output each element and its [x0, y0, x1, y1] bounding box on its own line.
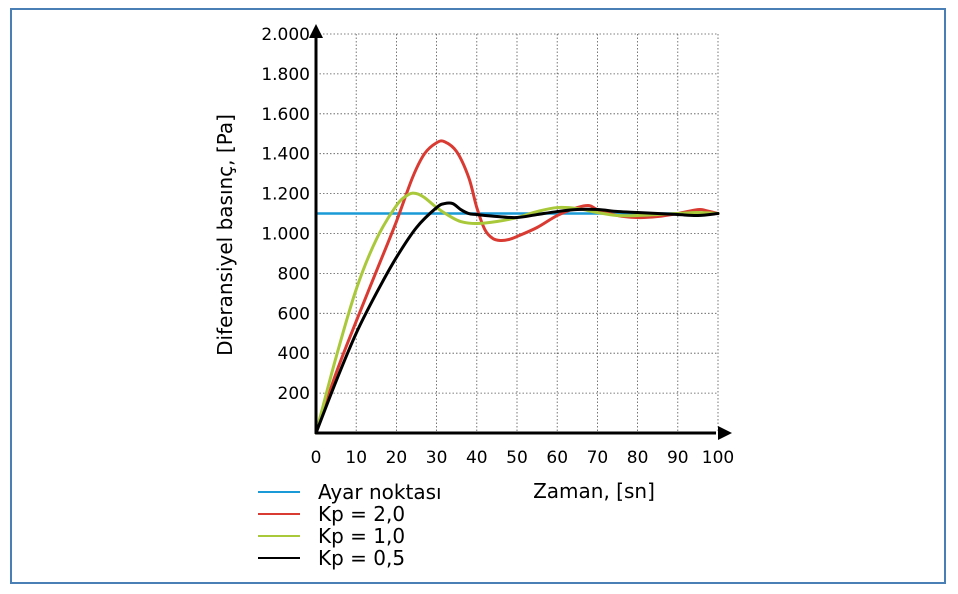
x-tick-label: 50 — [506, 448, 528, 468]
y-tick-label: 1.800 — [261, 65, 310, 85]
legend-label-1: Kp = 2,0 — [318, 502, 405, 526]
figure-frame — [10, 8, 946, 584]
y-tick-label: 400 — [278, 344, 310, 364]
x-tick-label: 90 — [667, 448, 689, 468]
y-tick-label: 200 — [278, 384, 310, 404]
y-axis-label: Diferansiyel basınç, [Pa] — [213, 114, 237, 356]
y-tick-label: 1.200 — [261, 185, 310, 205]
x-tick-label: 0 — [311, 448, 322, 468]
legend-label-3: Kp = 0,5 — [318, 546, 405, 570]
series-lines — [314, 139, 720, 435]
legend-label-2: Kp = 1,0 — [318, 524, 405, 548]
x-tick-label: 40 — [466, 448, 488, 468]
series-line-3 — [314, 201, 720, 435]
x-axis-arrow — [718, 426, 732, 440]
x-tick-label: 80 — [627, 448, 649, 468]
tick-labels: 0 10 20 30 40 50 60 70 80 90 100 200 400 600 800 1.000 1… — [261, 25, 734, 468]
x-tick-label: 60 — [546, 448, 568, 468]
y-tick-label: 2.000 — [261, 25, 310, 45]
x-tick-label: 20 — [386, 448, 408, 468]
grid — [316, 33, 719, 433]
x-tick-label: 30 — [426, 448, 448, 468]
y-tick-label: 600 — [278, 304, 310, 324]
legend-label-0: Ayar noktası — [318, 480, 442, 504]
x-tick-label: 10 — [345, 448, 367, 468]
y-tick-label: 800 — [278, 264, 310, 284]
series-line-2 — [314, 191, 720, 435]
x-axis-label: Zaman, [sn] — [533, 479, 655, 503]
y-tick-label: 1.400 — [261, 145, 310, 165]
y-tick-label: 1.000 — [261, 225, 310, 245]
x-tick-label: 70 — [587, 448, 609, 468]
y-axis-arrow — [309, 24, 323, 38]
series-line-1 — [314, 139, 720, 435]
x-tick-label: 100 — [702, 448, 734, 468]
axes — [309, 24, 732, 440]
y-tick-label: 1.600 — [261, 105, 310, 125]
